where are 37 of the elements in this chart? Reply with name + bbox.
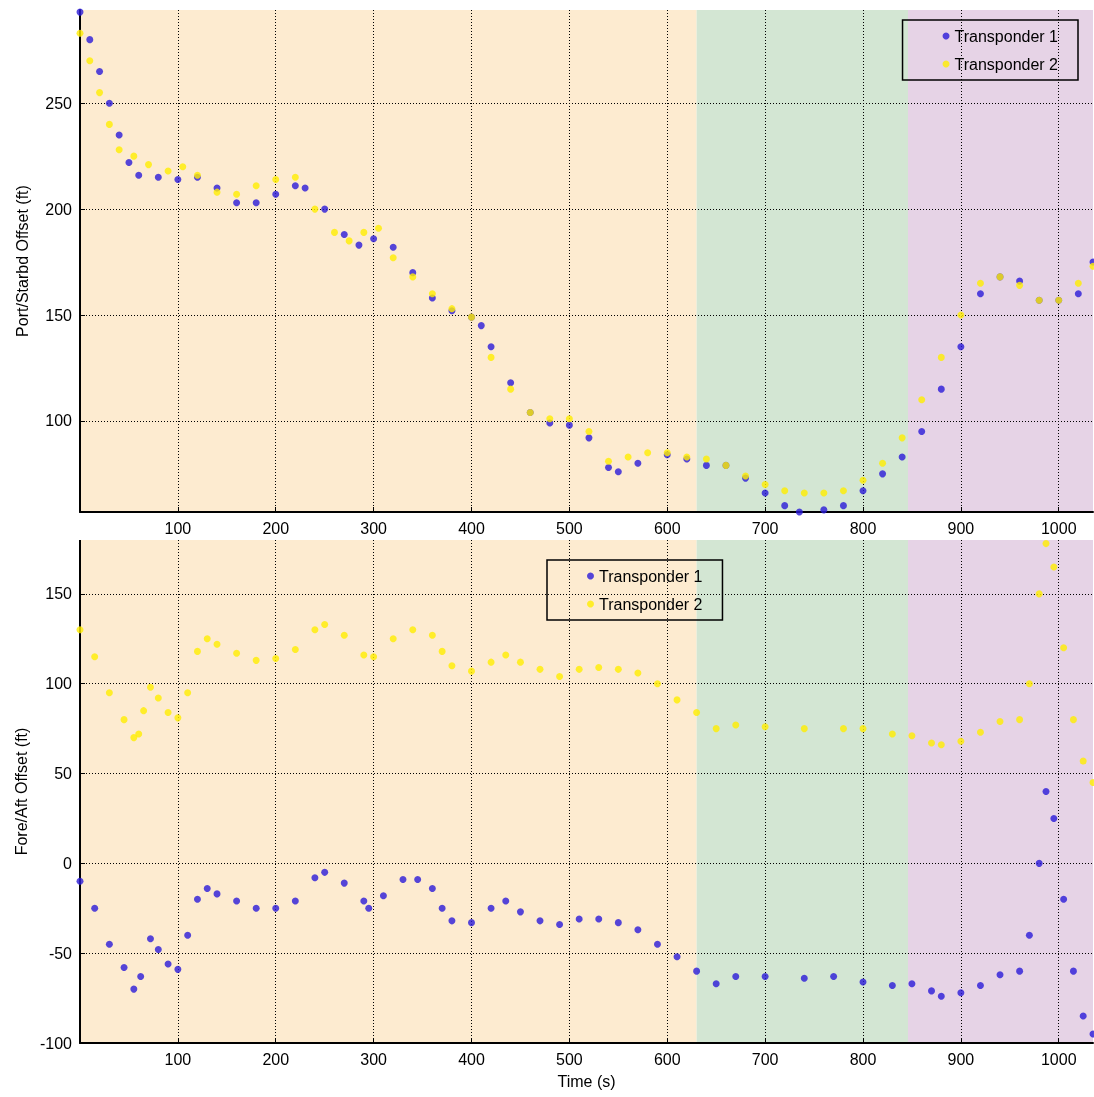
y-tick-label: 50 bbox=[54, 765, 73, 783]
y-tick-label: -100 bbox=[39, 1034, 73, 1052]
x-tick-label: 400 bbox=[458, 519, 485, 537]
x-tick-label: 900 bbox=[947, 1050, 975, 1068]
x-tick-label: 100 bbox=[164, 1050, 192, 1068]
x-tick-label: 600 bbox=[653, 519, 681, 537]
x-tick-label: 300 bbox=[360, 1050, 388, 1068]
y-axis-title: Port/Starbd Offset (ft) bbox=[13, 185, 31, 337]
x-tick-label: 500 bbox=[556, 1050, 583, 1068]
y-tick-label: 150 bbox=[45, 306, 73, 324]
legend-label: Transponder 2 bbox=[599, 595, 703, 613]
x-tick-label: 1000 bbox=[1040, 519, 1077, 537]
x-tick-label: 1000 bbox=[1040, 1050, 1077, 1068]
x-tick-label: 800 bbox=[849, 519, 877, 537]
y-tick-label: 150 bbox=[45, 585, 73, 603]
x-tick-label: 900 bbox=[947, 519, 975, 537]
x-tick-label: 600 bbox=[653, 1050, 681, 1068]
x-tick-label: 700 bbox=[751, 1050, 779, 1068]
x-tick-label: 700 bbox=[751, 519, 779, 537]
x-tick-label: 200 bbox=[262, 519, 290, 537]
y-axis-title: Fore/Aft Offset (ft) bbox=[12, 727, 30, 856]
x-tick-label: 100 bbox=[164, 519, 192, 537]
x-tick-label: 500 bbox=[556, 519, 583, 537]
y-tick-label: 250 bbox=[45, 94, 73, 112]
y-tick-label: 100 bbox=[45, 675, 73, 693]
y-tick-label: -50 bbox=[48, 944, 73, 962]
legend-label: Transponder 1 bbox=[954, 27, 1059, 45]
x-axis-title: Time (s) bbox=[557, 1072, 616, 1090]
x-tick-label: 300 bbox=[360, 519, 388, 537]
y-tick-label: 0 bbox=[63, 854, 73, 872]
x-tick-label: 800 bbox=[849, 1050, 877, 1068]
legend-label: Transponder 2 bbox=[954, 55, 1059, 73]
x-tick-label: 400 bbox=[458, 1050, 485, 1068]
y-tick-label: 100 bbox=[45, 412, 73, 430]
legend-label: Transponder 1 bbox=[599, 567, 703, 585]
x-tick-label: 200 bbox=[262, 1050, 290, 1068]
y-tick-label: 200 bbox=[45, 200, 73, 218]
